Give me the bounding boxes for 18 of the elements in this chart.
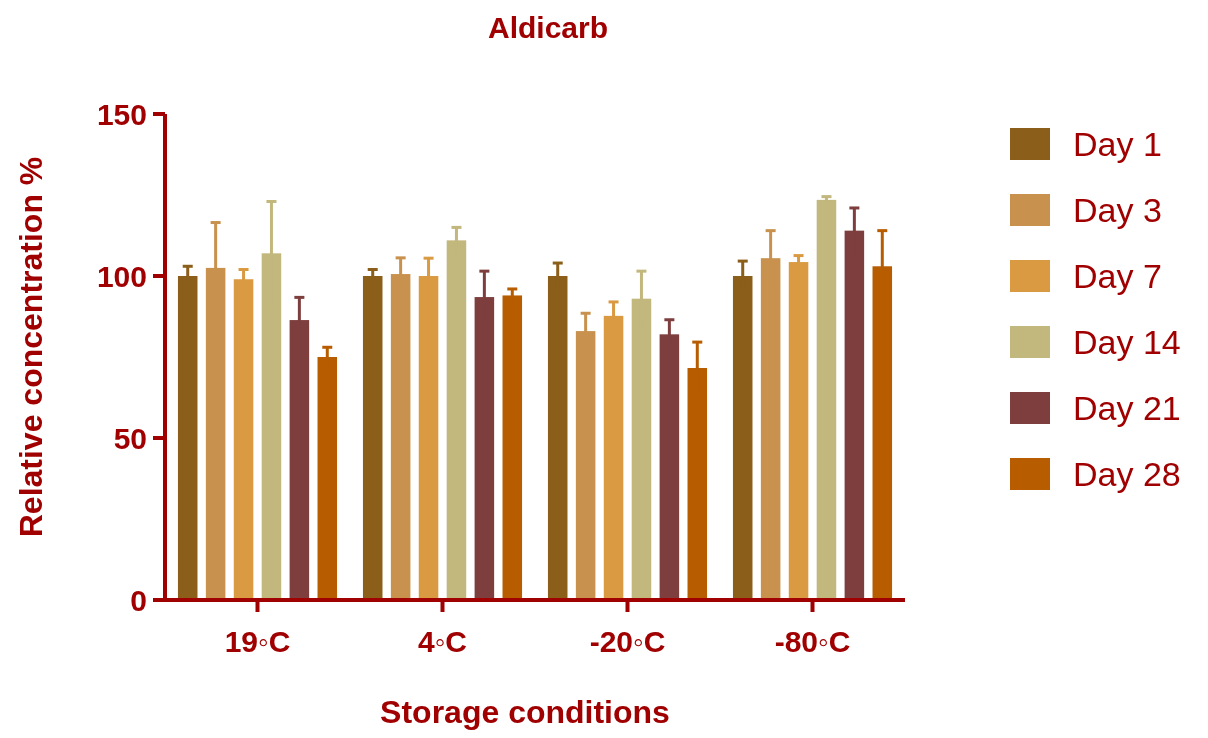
- x-tick-label: 19◦C: [224, 625, 291, 658]
- legend-label: Day 28: [1073, 454, 1181, 493]
- legend-label: Day 7: [1073, 256, 1162, 295]
- x-axis-title: Storage conditions: [380, 694, 670, 730]
- legend-label: Day 3: [1073, 190, 1162, 229]
- y-tick-label: 150: [96, 97, 147, 131]
- chart-title: Aldicarb: [487, 11, 609, 44]
- legend-label: Day 21: [1073, 388, 1181, 427]
- x-tick-label: -80◦C: [774, 625, 851, 658]
- legend-label: Day 1: [1073, 124, 1162, 163]
- y-axis-title: Relative concentration %: [13, 156, 49, 538]
- y-tick-label: 50: [113, 421, 147, 455]
- x-tick-label: 4◦C: [418, 625, 467, 658]
- x-tick-label: -20◦C: [589, 625, 666, 658]
- legend-label: Day 14: [1073, 322, 1181, 361]
- y-tick-label: 100: [96, 259, 147, 293]
- y-tick-label: 0: [130, 583, 147, 617]
- bar: [816, 199, 837, 600]
